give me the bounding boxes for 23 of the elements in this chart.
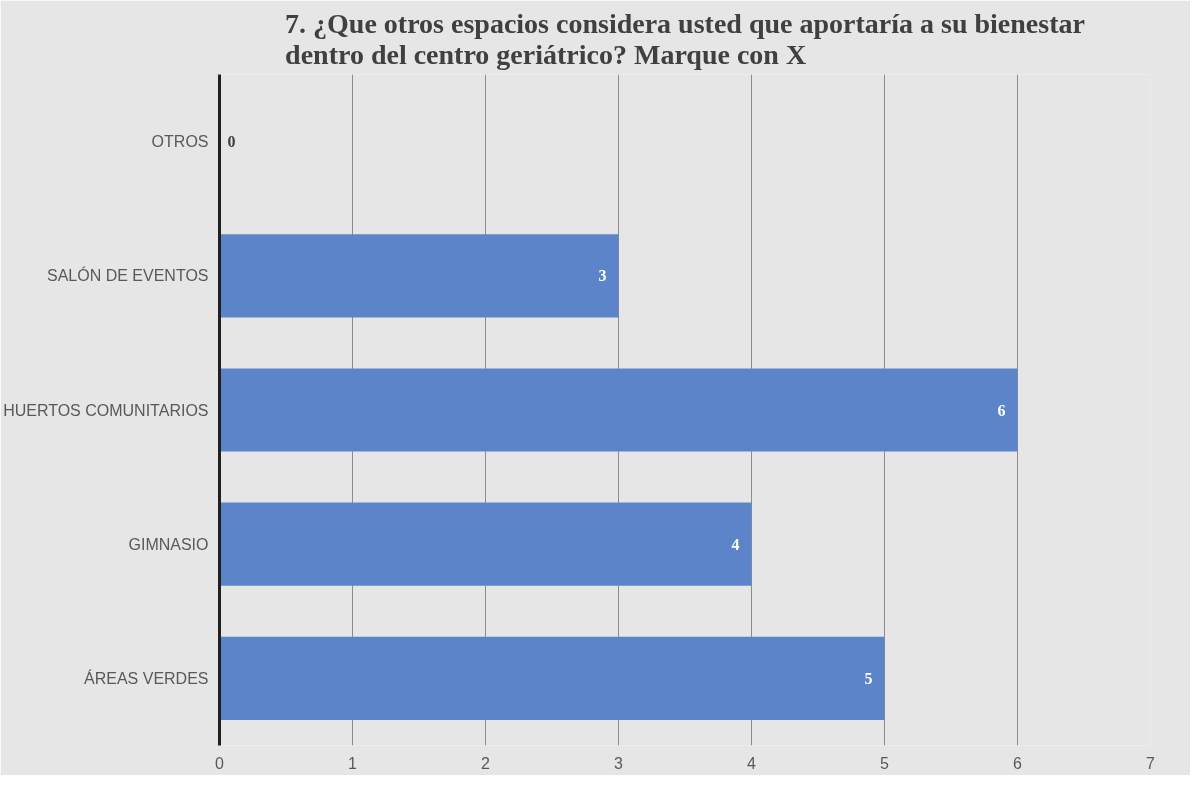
x-tick-label: 5: [880, 754, 890, 772]
y-tick-label: OTROS: [151, 133, 209, 151]
y-tick-label: GIMNASIO: [128, 535, 209, 553]
x-tick-label: 1: [348, 754, 358, 772]
y-tick-label: ÁREAS VERDES: [84, 668, 209, 687]
chart-title: 7. ¿Que otros espacios considera usted que aportaría a su bienestar dentro del centro geriátrico? Marque con X: [285, 7, 1085, 70]
bar: [219, 368, 1018, 452]
data-label: 0: [227, 133, 236, 151]
x-tick-label: 2: [481, 754, 491, 772]
data-label: 5: [864, 669, 873, 687]
x-tick-label: 3: [614, 754, 624, 772]
data-label: 3: [598, 267, 607, 285]
x-tick-label: 7: [1146, 754, 1156, 772]
bar: [219, 234, 619, 318]
x-tick-label: 6: [1013, 754, 1023, 772]
x-tick-label: 0: [215, 754, 225, 772]
x-tick-label: 4: [747, 754, 757, 772]
data-label: 6: [997, 401, 1006, 419]
bar: [219, 502, 752, 586]
data-label: 4: [731, 535, 740, 553]
bar: [219, 636, 885, 720]
y-tick-label: HUERTOS COMUNITARIOS: [3, 401, 209, 419]
y-tick-label: SALÓN DE EVENTOS: [46, 266, 209, 285]
